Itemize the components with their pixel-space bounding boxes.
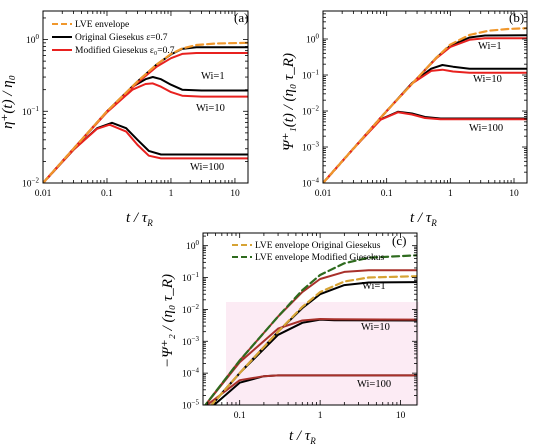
annotation-wi-1: Wi=1 [201, 71, 225, 82]
panel-b-xlabel: t / τR [410, 210, 437, 228]
panel-b-ylabel: Ψ⁺₁(t) / (η₀ τ_R) [281, 53, 297, 151]
y-tick-label: 10−2 [182, 303, 199, 316]
y-tick-label: 10−5 [182, 399, 199, 412]
x-tick-label: 10 [230, 189, 240, 199]
series-line-2-3-2 [205, 374, 417, 405]
annotation-wi-10: Wi=10 [196, 103, 225, 114]
series-line-2-0-0 [210, 275, 417, 405]
panel-c-ylabel: −Ψ⁺₂ / (η₀ τ_R) [160, 274, 176, 368]
panel-a-lines [43, 41, 248, 183]
y-tick-label: 10−3 [302, 141, 319, 154]
series-line-1-0-0 [323, 27, 527, 183]
panel-c-xlabel: t / τR [289, 428, 316, 446]
x-tick-label: 0.01 [315, 189, 332, 199]
series-line-0-2-2 [43, 123, 248, 183]
series-line-0-0-0 [43, 41, 248, 183]
y-tick-label: 10−4 [182, 367, 199, 380]
panel-b-lines [323, 27, 527, 183]
panel-c-annotations: Wi=1 Wi=10 Wi=100 [357, 281, 391, 390]
y-tick-label: 10−1 [182, 271, 199, 284]
panel-c-ticks: 0.1 1 10 10−5 10−4 10−3 10−2 10−1 100 [182, 233, 417, 421]
panel-a-xlabel: t / τR [126, 210, 153, 228]
series-line-1-1-0 [323, 34, 527, 183]
panel-c-legend: LVE envelope Original Giesekus LVE envel… [232, 241, 384, 263]
panel-b-ticks: 0.01 0.1 1 10 10−4 10−3 10−2 10−1 100 [302, 10, 527, 199]
panel-a-legend: LVE envelope Original Giesekus ε=0.7 Mod… [52, 20, 175, 56]
panel-b-annotations: Wi=1 Wi=10 Wi=100 [469, 41, 503, 134]
x-tick-label: 1 [448, 189, 453, 199]
x-tick-label: 0.01 [35, 189, 52, 199]
y-tick-label: 100 [306, 33, 320, 46]
annotation-wi-100: Wi=100 [190, 162, 224, 173]
panel-a-ylabel: η⁺(t) / η₀ [0, 75, 16, 129]
y-tick-label: 10−2 [302, 105, 319, 118]
annotation-c-wi-100: Wi=100 [357, 379, 391, 390]
y-tick-label: 10−1 [302, 69, 319, 82]
series-line-1-2-0 [323, 37, 527, 183]
panel-c-label: (c) [392, 233, 406, 248]
legend-label-lve-original: LVE envelope Original Giesekus [255, 241, 381, 251]
annotation-b-wi-10: Wi=10 [473, 74, 502, 85]
legend-label-modified: Modified Giesekus ε₀=0.7 [75, 45, 175, 56]
x-tick-label: 1 [169, 189, 174, 199]
y-tick-label: 10−2 [22, 177, 39, 190]
legend-label-original: Original Giesekus ε=0.7 [75, 33, 168, 43]
x-tick-label: 0.1 [234, 411, 246, 421]
y-tick-label: 10−1 [22, 105, 39, 118]
panel-c: 0.1 1 10 10−5 10−4 10−3 10−2 10−1 100 (c) LVE en… [160, 232, 419, 446]
series-line-2-1-0 [204, 254, 417, 405]
x-tick-label: 1 [318, 411, 323, 421]
panel-a: 0.01 0.1 1 10 10−2 10−1 100 (a) LVE envelope O… [0, 10, 249, 228]
panel-c-lines [204, 254, 417, 405]
legend-label-lve-modified: LVE envelope Modified Giesekus [255, 252, 384, 263]
annotation-b-wi-1: Wi=1 [478, 41, 502, 52]
x-tick-label: 0.1 [381, 189, 393, 199]
y-tick-label: 100 [26, 33, 40, 46]
x-tick-label: 10 [396, 411, 406, 421]
annotation-b-wi-100: Wi=100 [469, 123, 503, 134]
panel-b-label: (b) [509, 10, 524, 25]
x-tick-label: 10 [509, 189, 519, 199]
y-tick-label: 10−3 [182, 335, 199, 348]
panel-a-label: (a) [234, 10, 248, 25]
x-tick-label: 0.1 [101, 189, 113, 199]
panel-b-frame [322, 10, 528, 184]
series-line-1-2-2 [323, 111, 527, 183]
y-tick-label: 100 [186, 239, 200, 252]
panel-b: 0.01 0.1 1 10 10−4 10−3 10−2 10−1 100 (b) Wi=1 W… [281, 10, 528, 228]
y-tick-label: 10−4 [302, 177, 319, 190]
panel-a-annotations: Wi=1 Wi=10 Wi=100 [190, 71, 225, 173]
panel-a-ticks: 0.01 0.1 1 10 10−2 10−1 100 [22, 11, 248, 199]
annotation-c-wi-1: Wi=1 [362, 281, 386, 292]
annotation-c-wi-10: Wi=10 [361, 322, 390, 333]
legend-label-lve: LVE envelope [75, 20, 129, 30]
